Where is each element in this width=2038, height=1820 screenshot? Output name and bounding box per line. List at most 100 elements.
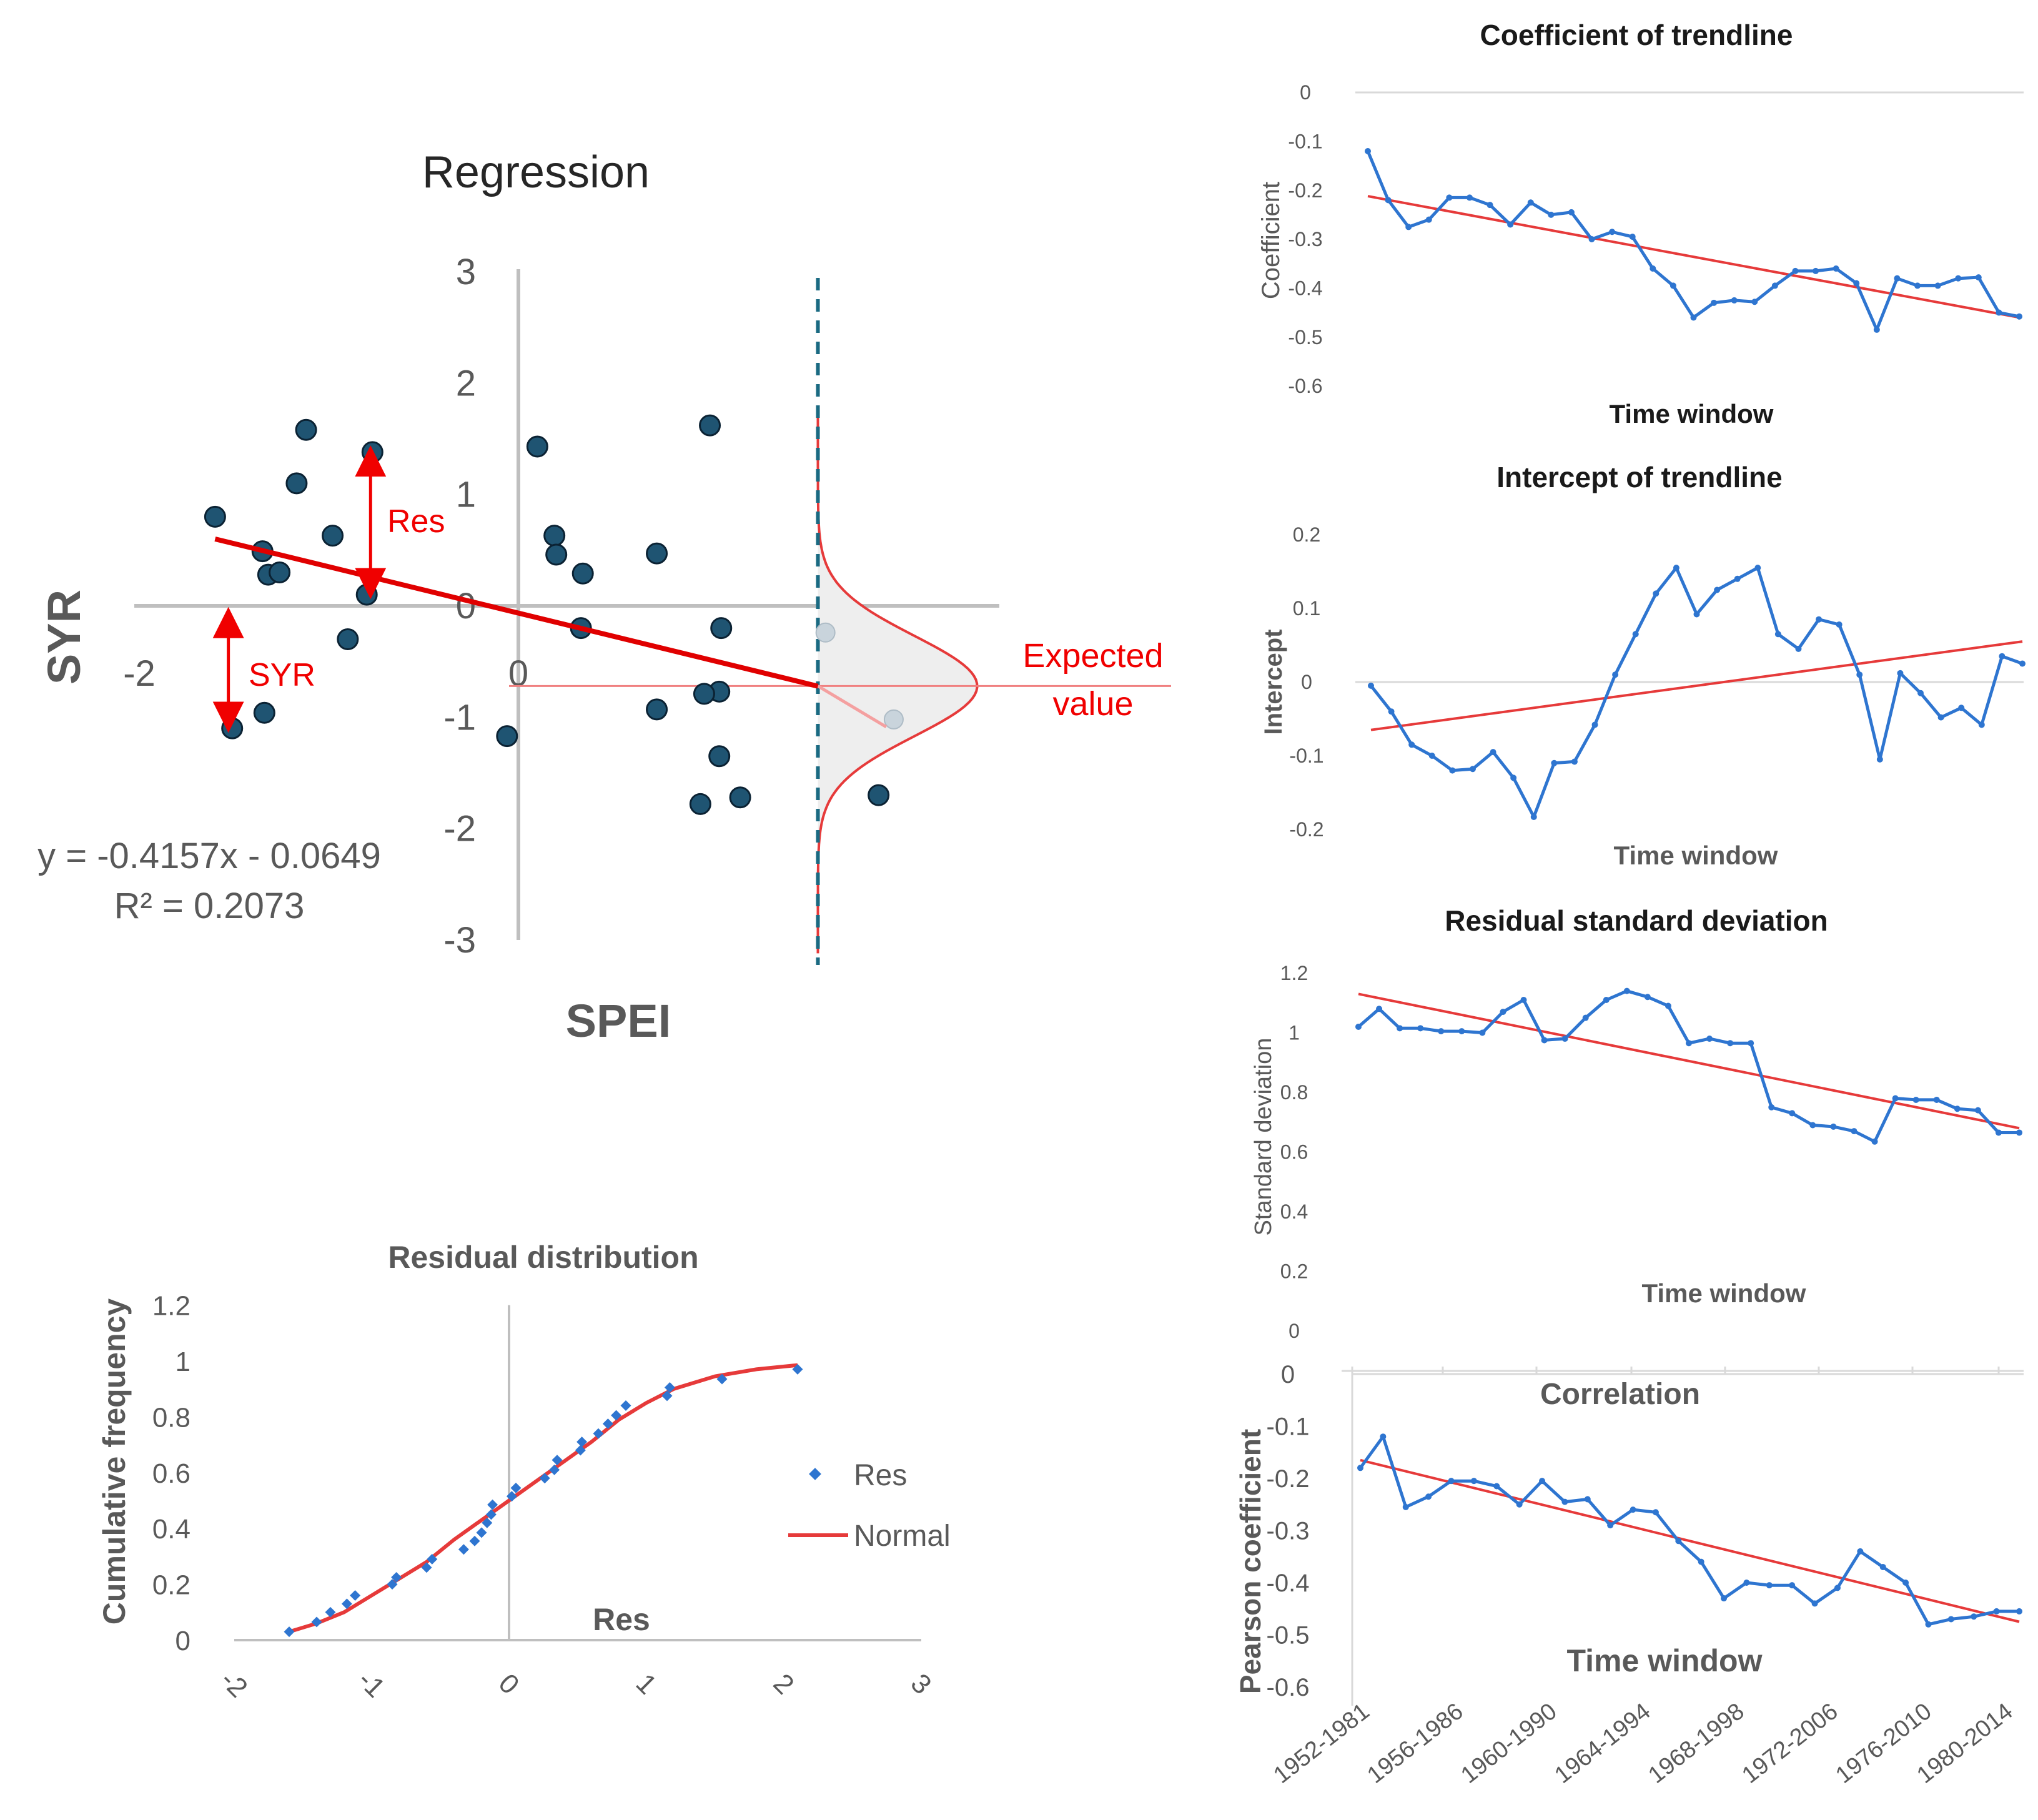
regression-ghost-point <box>883 709 904 729</box>
residual-point <box>593 1428 604 1439</box>
residual-point <box>476 1527 487 1538</box>
line-chart-point <box>1449 767 1456 774</box>
residual-point <box>387 1579 398 1590</box>
regression-title: Regression <box>422 147 650 197</box>
line-chart-point <box>1368 682 1374 689</box>
line-chart-point <box>1721 1595 1728 1602</box>
line-chart-point <box>1771 282 1778 289</box>
regression-point <box>571 562 594 585</box>
correlation-x-category: 1964-1994 <box>1550 1698 1655 1789</box>
line-chart-point <box>1811 1600 1818 1607</box>
line-chart-point <box>1669 282 1676 289</box>
line-chart-point <box>1675 1538 1682 1545</box>
residual-xlabel: Res <box>593 1602 650 1637</box>
line-chart-point <box>1507 221 1514 228</box>
line-chart-point <box>1894 275 1901 282</box>
line-chart-y-tick: 0.1 <box>1293 597 1320 620</box>
line-chart-point <box>1402 1503 1409 1510</box>
residual-points <box>284 1363 803 1638</box>
residual-point <box>664 1382 675 1393</box>
intercept-ylabel: Intercept <box>1260 630 1287 735</box>
line-chart-point <box>1902 1580 1909 1586</box>
line-chart-point <box>1851 1128 1857 1135</box>
line-chart-point <box>1809 1122 1816 1129</box>
line-chart-point <box>1999 653 2006 660</box>
line-chart-point <box>1971 1613 1977 1620</box>
line-chart-trendline <box>1367 195 2020 319</box>
residual-y-tick: 0.6 <box>152 1458 190 1489</box>
line-chart-y-tick: 0 <box>1281 1361 1295 1388</box>
line-chart-point <box>1792 267 1799 274</box>
regression-y-tick: -1 <box>443 697 476 738</box>
line-chart-y-tick: -0.1 <box>1267 1413 1310 1441</box>
line-chart-point <box>1711 299 1718 306</box>
line-chart-trendline <box>1370 640 2023 731</box>
line-chart-point <box>1548 211 1555 218</box>
line-chart-point <box>1591 721 1598 728</box>
correlation-title: Correlation <box>1540 1378 1700 1411</box>
correlation-x-category: 1956-1986 <box>1362 1698 1468 1789</box>
line-chart-point <box>1490 749 1496 756</box>
line-chart-y-tick: -0.5 <box>1288 326 1322 349</box>
line-chart-point <box>1516 1501 1523 1508</box>
line-chart-point <box>1914 282 1921 289</box>
line-chart-y-tick: 0 <box>1301 671 1312 693</box>
line-chart-point <box>1380 1433 1387 1440</box>
line-chart-point <box>1527 199 1534 206</box>
line-chart-trendline <box>1360 1458 2020 1623</box>
regression-x-tick: 0 <box>508 653 528 694</box>
line-chart-point <box>1853 280 1860 287</box>
line-chart-y-tick: -0.4 <box>1267 1570 1310 1597</box>
coefficient-ylabel: Coefficient <box>1257 182 1285 299</box>
line-chart-point <box>1813 267 1819 274</box>
residual-distribution-chart: Residual distribution -2 -1 0 1 2 3 1.2 1 0.8 0.… <box>97 1240 951 1704</box>
line-chart-y-tick: -0.6 <box>1288 375 1322 397</box>
line-chart-y-tick: -0.4 <box>1288 277 1322 300</box>
line-chart-point <box>1833 265 1839 272</box>
regression-x-ticks: -202 <box>123 653 908 694</box>
line-chart-y-tick: 0.6 <box>1280 1141 1308 1164</box>
line-chart-point <box>1486 202 1493 209</box>
line-chart-point <box>1650 265 1656 272</box>
residual-point <box>482 1517 493 1528</box>
line-chart-point <box>1748 1040 1754 1047</box>
line-chart-point <box>1365 148 1371 154</box>
line-chart-point <box>1686 1040 1692 1047</box>
regression-point <box>708 745 731 768</box>
residual-x-tick: 2 <box>768 1668 800 1700</box>
correlation-xlabel: Time window <box>1567 1643 1763 1678</box>
regression-ghost-point <box>815 622 836 643</box>
residual-point <box>325 1606 336 1618</box>
line-chart-point <box>1731 297 1738 304</box>
regression-annotations: Res SYR Expected value <box>212 445 1164 733</box>
line-chart-point <box>1958 705 1965 711</box>
line-chart-point <box>1469 766 1476 773</box>
line-chart-y-tick: 0.2 <box>1293 523 1320 546</box>
line-chart-y-tick: 0 <box>1289 1320 1300 1342</box>
residual-segment <box>817 685 888 729</box>
line-chart-point <box>2019 660 2026 667</box>
line-chart-point <box>1766 1582 1773 1589</box>
line-chart-point <box>1751 299 1758 305</box>
line-chart-point <box>1876 756 1883 763</box>
line-chart-point <box>1933 1096 1940 1103</box>
regression-r2: R² = 0.2073 <box>114 886 305 926</box>
line-chart-point <box>1996 309 2002 316</box>
expected-label-line2: value <box>1052 685 1133 723</box>
residual-point <box>602 1418 613 1430</box>
residual-sd-chart: Residual standard deviation Time window … <box>1250 904 2024 1372</box>
line-chart-point <box>1714 586 1721 593</box>
line-chart-point <box>1630 1506 1636 1513</box>
line-chart-point <box>1520 996 1527 1003</box>
line-chart-point <box>1706 1036 1713 1042</box>
correlation-x-categories: 1952-19811956-19861960-19901964-19941968… <box>1269 1698 2017 1789</box>
residual-point <box>421 1562 432 1573</box>
line-chart-point <box>1425 216 1432 223</box>
residual-x-tick: -2 <box>214 1664 253 1703</box>
regression-point <box>221 717 244 739</box>
line-chart-point <box>1446 194 1453 201</box>
residual-sd-xlabel: Time window <box>1642 1278 1806 1308</box>
residual-y-tick: 1 <box>176 1347 190 1377</box>
line-chart-point <box>1510 774 1517 781</box>
line-chart-series <box>1370 566 2023 819</box>
